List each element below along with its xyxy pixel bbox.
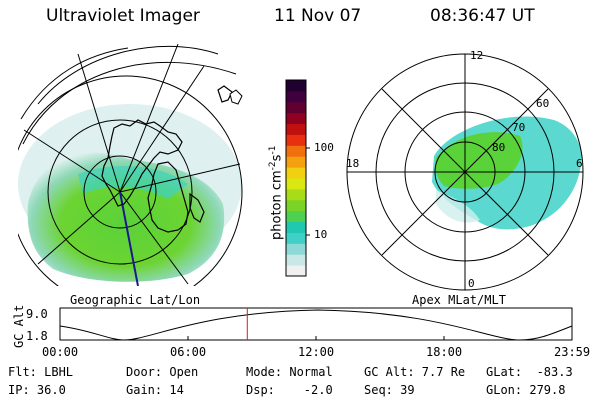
info-mode: Mode: Normal	[246, 365, 333, 379]
unit-exp2: -1	[268, 145, 278, 155]
colorbar-segment	[286, 123, 306, 135]
right-aurora-haze	[436, 190, 480, 223]
info-dsp: Dsp: -2.0	[246, 383, 333, 397]
right-aurora-green	[435, 132, 523, 189]
colorbar-label-100: 100	[314, 141, 334, 154]
altitude-plot-svg	[59, 307, 573, 341]
colorbar-segment	[286, 199, 306, 212]
colorbar-segment	[286, 134, 306, 146]
unit-s: s	[269, 154, 285, 162]
mlt-spokes	[347, 54, 583, 290]
colorbar-segment	[286, 167, 306, 179]
geographic-map-svg	[9, 43, 243, 309]
colorbar: 100 10	[270, 78, 340, 278]
date-label: 11 Nov 07	[274, 6, 362, 26]
colorbar-label-10: 10	[314, 228, 328, 241]
mlt-label-18: 18	[346, 157, 360, 170]
colorbar-segment	[286, 243, 306, 255]
colorbar-segment	[286, 80, 306, 92]
mlt-label-12: 12	[470, 49, 484, 62]
info-gain: Gain: 14	[126, 383, 184, 397]
colorbar-segment	[286, 265, 306, 277]
altitude-ylabel: GC Alt	[12, 304, 26, 348]
info-glon: GLon: 279.8	[486, 383, 566, 397]
colorbar-segment	[286, 210, 306, 223]
time-label: 08:36:47 UT	[430, 6, 535, 26]
altitude-xtick-18: 18:00	[426, 345, 463, 359]
altitude-xtick-6: 06:00	[170, 345, 207, 359]
mlt-label-0: 0	[468, 277, 475, 290]
left-map-caption: Geographic Lat/Lon	[70, 293, 201, 307]
colorbar-segment	[286, 254, 306, 266]
colorbar-segment	[286, 112, 306, 125]
mlat-label-70: 70	[512, 121, 526, 134]
aurora-cyan-band	[78, 165, 188, 199]
colorbar-segment	[286, 178, 306, 190]
outer-latitude-arcs	[20, 45, 237, 145]
unit-photon-cm: photon cm	[269, 170, 285, 240]
colorbar-segment	[286, 156, 306, 168]
altitude-ytick-9: 9.0	[26, 307, 48, 321]
colorbar-segment	[286, 101, 306, 114]
altitude-xtick-2359: 23:59	[554, 345, 591, 359]
apex-map-svg	[346, 53, 584, 291]
info-door: Door: Open	[126, 365, 199, 379]
altitude-panel: GC Alt 9.0 1.8 00:00 06:00 12:00 18:00 2…	[0, 300, 600, 360]
apex-magnetic-map: 12 18 6 0 60 70 80	[340, 40, 590, 292]
unit-exp1: -2	[268, 161, 278, 171]
instrument-title: Ultraviolet Imager	[46, 6, 200, 26]
info-ip: IP: 36.0	[8, 383, 66, 397]
colorbar-unit-label: photon cm-2s-1	[268, 146, 284, 240]
right-map-caption: Apex MLat/MLT	[412, 293, 506, 307]
meridians	[23, 43, 241, 285]
mlt-label-6: 6	[576, 157, 583, 170]
altitude-curve	[59, 309, 573, 341]
colorbar-border	[285, 79, 307, 277]
info-glat: GLat: -83.3	[486, 365, 573, 379]
colorbar-segment	[286, 232, 306, 244]
info-flt: Flt: LBHL	[8, 365, 74, 379]
mlat-label-60: 60	[536, 97, 550, 110]
track-line	[119, 191, 139, 287]
info-block: Flt: LBHL IP: 36.0 Door: Open Gain: 14 M…	[0, 362, 600, 400]
mlat-label-80: 80	[492, 141, 506, 154]
altitude-x-ticks	[187, 336, 445, 340]
geographic-map	[9, 34, 254, 309]
colorbar-segment	[286, 221, 306, 233]
colorbar-segment	[286, 188, 306, 201]
altitude-plot-frame	[59, 307, 573, 341]
colorbar-segment	[286, 145, 306, 157]
altitude-xtick-0: 00:00	[42, 345, 79, 359]
altitude-xtick-12: 12:00	[298, 345, 335, 359]
info-gcalt: GC Alt: 7.7 Re	[364, 365, 466, 379]
info-seq: Seq: 39	[364, 383, 415, 397]
colorbar-segment	[286, 90, 306, 103]
island-shape	[229, 89, 243, 105]
altitude-ytick-18: 1.8	[26, 329, 48, 343]
colorbar-svg	[285, 79, 310, 277]
